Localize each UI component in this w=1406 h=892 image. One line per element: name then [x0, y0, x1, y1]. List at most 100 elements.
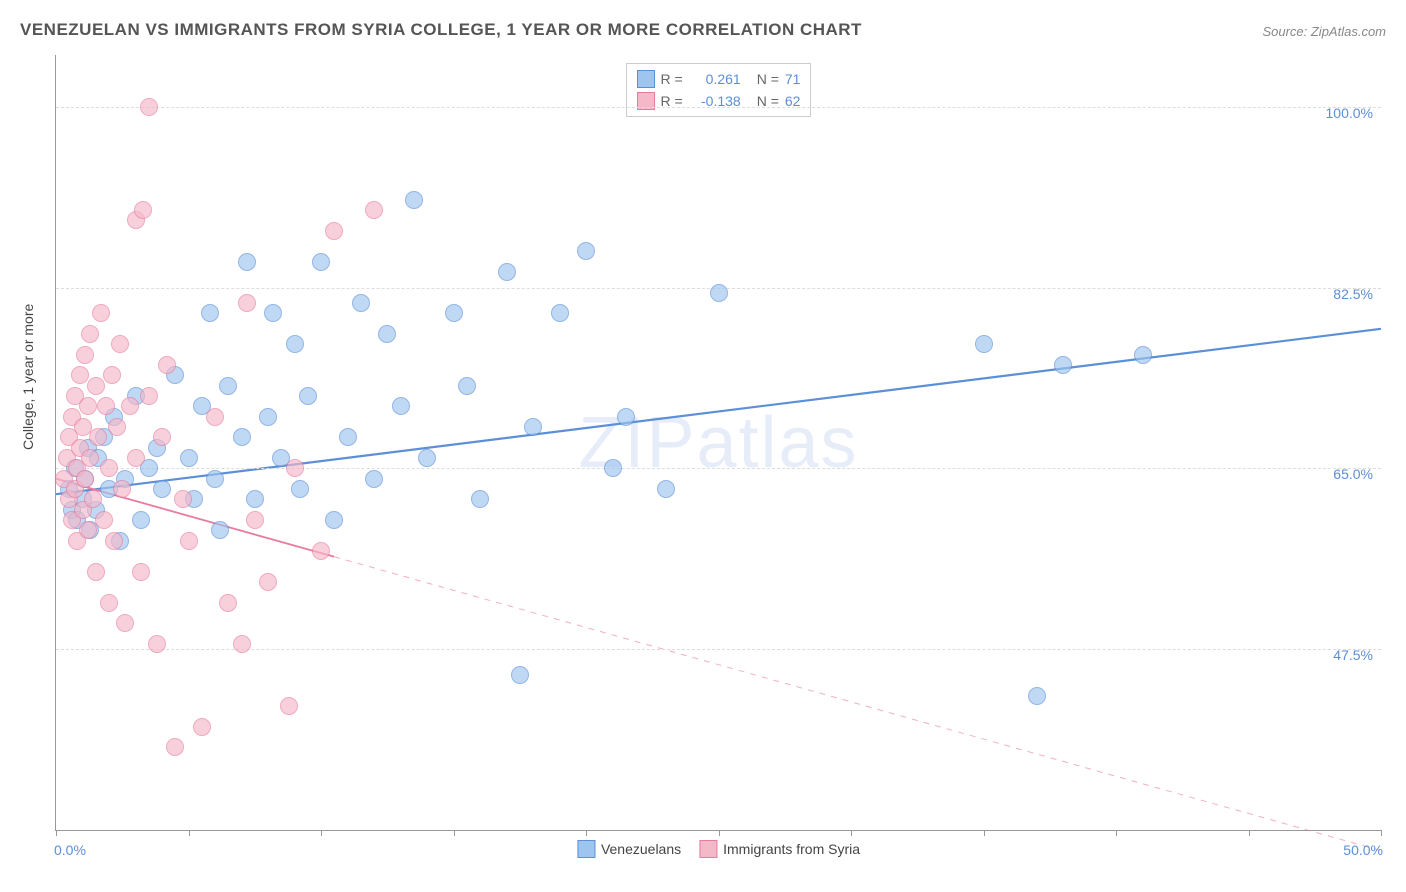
- legend-row: R =0.261N =71: [637, 68, 801, 90]
- data-point: [121, 397, 139, 415]
- n-value: 71: [785, 68, 801, 90]
- data-point: [211, 521, 229, 539]
- data-point: [264, 304, 282, 322]
- data-point: [166, 738, 184, 756]
- data-point: [233, 428, 251, 446]
- legend-label: Venezuelans: [601, 841, 681, 857]
- chart-title: VENEZUELAN VS IMMIGRANTS FROM SYRIA COLL…: [20, 20, 862, 40]
- data-point: [132, 511, 150, 529]
- data-point: [975, 335, 993, 353]
- data-point: [418, 449, 436, 467]
- data-point: [312, 542, 330, 560]
- data-point: [113, 480, 131, 498]
- data-point: [325, 511, 343, 529]
- data-point: [71, 366, 89, 384]
- data-point: [617, 408, 635, 426]
- data-point: [259, 573, 277, 591]
- data-point: [286, 459, 304, 477]
- data-point: [140, 387, 158, 405]
- data-point: [132, 563, 150, 581]
- data-point: [92, 304, 110, 322]
- data-point: [206, 470, 224, 488]
- plot-area: ZIPatlas R =0.261N =71R =-0.138N =62 Ven…: [55, 55, 1381, 831]
- data-point: [657, 480, 675, 498]
- trend-lines-svg: [56, 55, 1381, 830]
- data-point: [127, 449, 145, 467]
- data-point: [365, 470, 383, 488]
- data-point: [201, 304, 219, 322]
- data-point: [111, 335, 129, 353]
- data-point: [193, 718, 211, 736]
- grid-line: [56, 468, 1381, 469]
- x-tick: [851, 830, 852, 836]
- series-legend: Venezuelans Immigrants from Syria: [577, 840, 860, 858]
- data-point: [312, 253, 330, 271]
- data-point: [108, 418, 126, 436]
- grid-line: [56, 107, 1381, 108]
- data-point: [710, 284, 728, 302]
- data-point: [246, 511, 264, 529]
- data-point: [291, 480, 309, 498]
- legend-item: Venezuelans: [577, 840, 681, 858]
- legend-item: Immigrants from Syria: [699, 840, 860, 858]
- trend-line-solid: [56, 329, 1381, 494]
- data-point: [219, 594, 237, 612]
- trend-line-dashed: [334, 557, 1381, 851]
- data-point: [79, 397, 97, 415]
- x-tick: [454, 830, 455, 836]
- n-label: N =: [757, 68, 779, 90]
- data-point: [378, 325, 396, 343]
- data-point: [174, 490, 192, 508]
- legend-label: Immigrants from Syria: [723, 841, 860, 857]
- x-tick: [1116, 830, 1117, 836]
- x-tick-label: 0.0%: [54, 842, 86, 858]
- correlation-legend: R =0.261N =71R =-0.138N =62: [626, 63, 812, 117]
- x-tick: [189, 830, 190, 836]
- data-point: [280, 697, 298, 715]
- data-point: [76, 470, 94, 488]
- y-tick-label: 47.5%: [1333, 647, 1373, 663]
- data-point: [103, 366, 121, 384]
- data-point: [458, 377, 476, 395]
- r-value: 0.261: [689, 68, 741, 90]
- n-value: 62: [785, 90, 801, 112]
- data-point: [1028, 687, 1046, 705]
- y-tick-label: 65.0%: [1333, 466, 1373, 482]
- r-value: -0.138: [689, 90, 741, 112]
- data-point: [551, 304, 569, 322]
- data-point: [445, 304, 463, 322]
- y-tick-label: 82.5%: [1333, 286, 1373, 302]
- x-tick: [586, 830, 587, 836]
- n-label: N =: [757, 90, 779, 112]
- x-tick: [1249, 830, 1250, 836]
- data-point: [180, 532, 198, 550]
- y-axis-label: College, 1 year or more: [20, 304, 36, 450]
- data-point: [180, 449, 198, 467]
- data-point: [238, 253, 256, 271]
- x-tick: [56, 830, 57, 836]
- data-point: [97, 397, 115, 415]
- data-point: [87, 377, 105, 395]
- legend-swatch: [637, 70, 655, 88]
- data-point: [76, 346, 94, 364]
- y-tick-label: 100.0%: [1326, 105, 1373, 121]
- data-point: [498, 263, 516, 281]
- x-tick: [984, 830, 985, 836]
- data-point: [219, 377, 237, 395]
- data-point: [286, 335, 304, 353]
- data-point: [238, 294, 256, 312]
- data-point: [471, 490, 489, 508]
- data-point: [158, 356, 176, 374]
- data-point: [100, 459, 118, 477]
- legend-swatch: [699, 840, 717, 858]
- grid-line: [56, 649, 1381, 650]
- data-point: [524, 418, 542, 436]
- data-point: [84, 490, 102, 508]
- data-point: [259, 408, 277, 426]
- data-point: [325, 222, 343, 240]
- data-point: [365, 201, 383, 219]
- data-point: [511, 666, 529, 684]
- legend-row: R =-0.138N =62: [637, 90, 801, 112]
- data-point: [153, 428, 171, 446]
- data-point: [105, 532, 123, 550]
